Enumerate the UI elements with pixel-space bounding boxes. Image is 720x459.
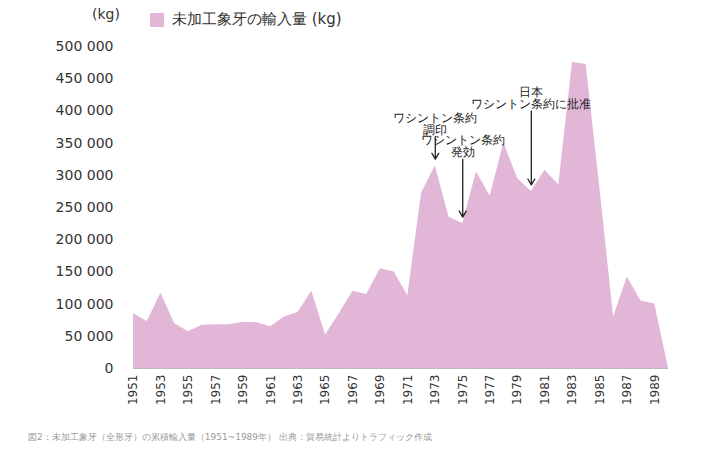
svg-text:1987: 1987 bbox=[620, 375, 634, 406]
svg-text:ワシントン条約発効: ワシントン条約発効 bbox=[421, 133, 505, 159]
svg-text:200 000: 200 000 bbox=[56, 231, 114, 247]
svg-text:1951: 1951 bbox=[126, 375, 140, 406]
html-text:未加工象牙の輸入量 (kg): 未加工象牙の輸入量 (kg) bbox=[172, 10, 342, 28]
svg-text:1963: 1963 bbox=[291, 375, 305, 406]
svg-text:1953: 1953 bbox=[154, 375, 168, 406]
svg-text:450 000: 450 000 bbox=[56, 70, 114, 86]
svg-text:1967: 1967 bbox=[346, 375, 360, 406]
svg-text:150 000: 150 000 bbox=[56, 263, 114, 279]
svg-text:50 000: 50 000 bbox=[65, 328, 114, 344]
svg-text:1971: 1971 bbox=[401, 375, 415, 406]
svg-text:日本ワシントン条約に批准: 日本ワシントン条約に批准 bbox=[471, 85, 591, 111]
svg-text:1975: 1975 bbox=[456, 375, 470, 406]
svg-text:250 000: 250 000 bbox=[56, 199, 114, 215]
svg-text:1973: 1973 bbox=[428, 375, 442, 406]
svg-text:1981: 1981 bbox=[538, 375, 552, 406]
svg-text:1955: 1955 bbox=[181, 375, 195, 406]
svg-text:100 000: 100 000 bbox=[56, 296, 114, 312]
svg-text:1989: 1989 bbox=[648, 375, 662, 406]
svg-text:350 000: 350 000 bbox=[56, 135, 114, 151]
svg-text:500 000: 500 000 bbox=[56, 38, 114, 54]
svg-text:1977: 1977 bbox=[483, 375, 497, 406]
html-text:(kg): (kg) bbox=[92, 6, 120, 22]
svg-text:1965: 1965 bbox=[318, 375, 332, 406]
svg-text:1979: 1979 bbox=[510, 375, 524, 406]
html-text:図2：未加工象牙（全形牙）の累積輸入量（1951~1989年: 図2：未加工象牙（全形牙）の累積輸入量（1951~1989年） 出典：貿易統計よ… bbox=[28, 432, 432, 442]
svg-text:1957: 1957 bbox=[209, 375, 223, 406]
svg-text:1983: 1983 bbox=[565, 375, 579, 406]
svg-text:300 000: 300 000 bbox=[56, 167, 114, 183]
svg-text:1969: 1969 bbox=[373, 375, 387, 406]
html-text:ワシントン条約: ワシントン条約 bbox=[393, 110, 478, 125]
svg-text:1985: 1985 bbox=[593, 375, 607, 406]
svg-text:1961: 1961 bbox=[264, 375, 278, 406]
svg-text:1959: 1959 bbox=[236, 375, 250, 406]
svg-text:0: 0 bbox=[105, 360, 114, 376]
html-text:調印: 調印 bbox=[423, 122, 448, 137]
svg-text:400 000: 400 000 bbox=[56, 102, 114, 118]
